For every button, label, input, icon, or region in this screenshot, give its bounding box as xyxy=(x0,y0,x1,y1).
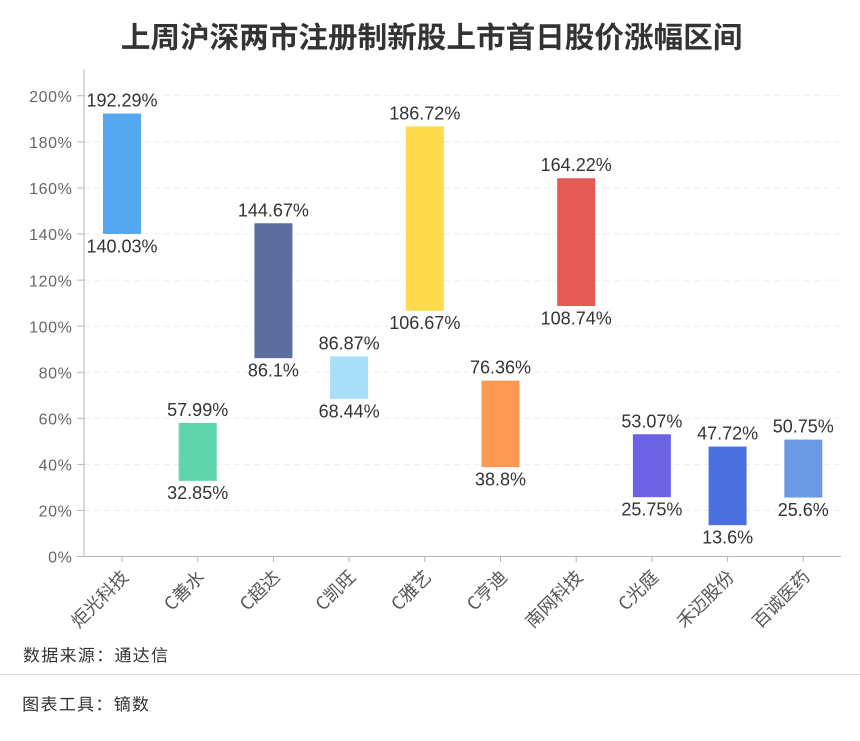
svg-text:53.07%: 53.07% xyxy=(621,411,682,431)
svg-text:40%: 40% xyxy=(39,458,73,475)
svg-text:180%: 180% xyxy=(29,135,72,152)
svg-text:86.1%: 86.1% xyxy=(248,361,299,381)
svg-text:80%: 80% xyxy=(39,365,73,382)
svg-text:144.67%: 144.67% xyxy=(238,200,309,220)
svg-text:100%: 100% xyxy=(29,319,72,336)
svg-text:140%: 140% xyxy=(29,227,72,244)
svg-text:13.6%: 13.6% xyxy=(702,528,753,548)
svg-text:108.74%: 108.74% xyxy=(541,308,612,328)
svg-text:32.85%: 32.85% xyxy=(167,483,228,503)
svg-text:140.03%: 140.03% xyxy=(86,236,157,256)
svg-text:76.36%: 76.36% xyxy=(470,358,531,378)
svg-text:164.22%: 164.22% xyxy=(541,155,612,175)
svg-text:0%: 0% xyxy=(48,550,72,567)
svg-text:192.29%: 192.29% xyxy=(86,91,157,111)
svg-text:57.99%: 57.99% xyxy=(167,400,228,420)
svg-text:68.44%: 68.44% xyxy=(319,401,380,421)
svg-text:106.67%: 106.67% xyxy=(389,313,460,333)
svg-text:38.8%: 38.8% xyxy=(475,470,526,490)
svg-text:200%: 200% xyxy=(29,89,72,106)
svg-text:60%: 60% xyxy=(39,411,73,428)
svg-text:160%: 160% xyxy=(29,181,72,198)
svg-text:47.72%: 47.72% xyxy=(697,424,758,444)
svg-text:120%: 120% xyxy=(29,273,72,290)
svg-text:186.72%: 186.72% xyxy=(389,103,460,123)
svg-text:25.75%: 25.75% xyxy=(621,500,682,520)
svg-text:20%: 20% xyxy=(39,504,73,521)
svg-text:50.75%: 50.75% xyxy=(773,417,834,437)
svg-text:86.87%: 86.87% xyxy=(319,333,380,353)
svg-text:25.6%: 25.6% xyxy=(778,500,829,520)
